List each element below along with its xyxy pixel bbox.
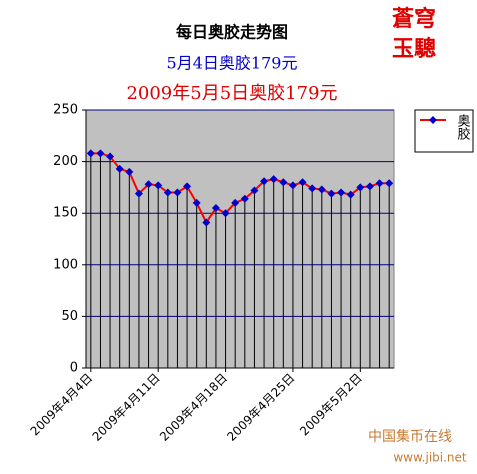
marker — [375, 179, 384, 188]
marker — [202, 218, 211, 227]
y-tick-label: 150 — [53, 206, 78, 221]
marker — [106, 152, 115, 161]
legend-label: 奥胶 — [455, 114, 471, 141]
y-tick-label: 50 — [61, 309, 78, 324]
plot-area — [85, 109, 395, 369]
legend-box — [414, 109, 474, 153]
x-tick-label: 2009年4月18日 — [157, 371, 230, 444]
x-tick-label: 2009年4月4日 — [28, 371, 96, 439]
marker — [192, 198, 201, 207]
marker — [250, 186, 259, 195]
stamp-text: 蒼穹 — [392, 6, 436, 32]
marker — [221, 209, 230, 218]
marker — [86, 149, 95, 158]
marker — [183, 182, 192, 191]
y-tick-label: 250 — [53, 103, 78, 118]
marker — [260, 177, 269, 186]
marker — [385, 179, 394, 188]
stamp-text: 玉驄 — [392, 36, 436, 62]
marker — [337, 188, 346, 197]
marker — [240, 194, 249, 203]
marker — [279, 178, 288, 187]
x-tick-label: 2009年5月2日 — [297, 371, 365, 439]
legend-marker — [429, 116, 437, 124]
marker — [173, 188, 182, 197]
y-tick-label: 0 — [70, 361, 78, 376]
marker — [231, 198, 240, 207]
marker — [115, 164, 124, 173]
y-tick-label: 200 — [53, 154, 78, 169]
marker — [134, 189, 143, 198]
marker — [96, 149, 105, 158]
marker — [346, 190, 355, 199]
y-tick-label: 100 — [53, 257, 78, 272]
watermark-url: www.jibi.net — [393, 451, 467, 465]
marker — [211, 204, 220, 213]
x-tick-label: 2009年4月11日 — [90, 371, 163, 444]
marker — [365, 182, 374, 191]
marker — [154, 181, 163, 190]
marker — [144, 180, 153, 189]
chart-subtitle: 2009年5月5日奥胶179元 — [126, 83, 337, 104]
chart-subtitle: 5月4日奥胶179元 — [167, 54, 298, 73]
marker — [298, 178, 307, 187]
watermark-name: 中国集币在线 — [368, 428, 452, 445]
chart-title: 每日奥胶走势图 — [176, 23, 288, 42]
marker — [269, 175, 278, 184]
marker — [308, 184, 317, 193]
x-tick-label: 2009年4月25日 — [224, 371, 297, 444]
marker — [288, 181, 297, 190]
marker — [356, 183, 365, 192]
marker — [327, 189, 336, 198]
marker — [125, 167, 134, 176]
marker — [317, 185, 326, 194]
marker — [163, 188, 172, 197]
